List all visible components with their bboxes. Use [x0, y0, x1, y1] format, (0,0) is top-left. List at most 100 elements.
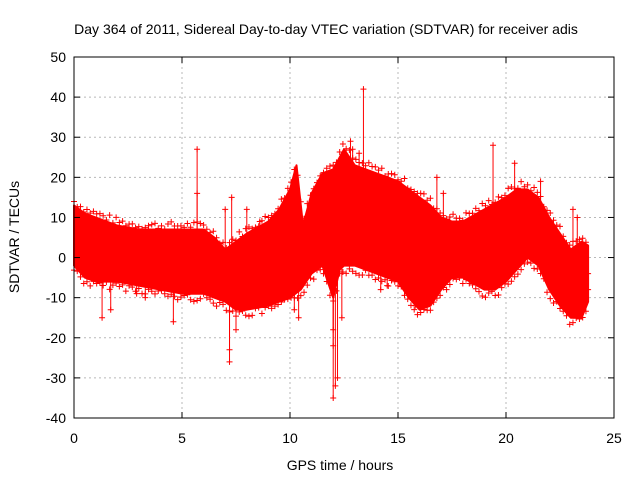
data-point [177, 222, 184, 229]
data-point [521, 260, 528, 267]
data-point [459, 217, 466, 224]
data-point [553, 298, 560, 305]
data-point [106, 286, 113, 293]
data-point [284, 185, 291, 192]
data-point [268, 212, 275, 219]
data-point [301, 289, 308, 296]
data-point [550, 217, 557, 224]
outlier-point [194, 146, 201, 153]
y-tick-label: 10 [50, 209, 66, 225]
data-point [314, 179, 320, 186]
y-tick-label: 50 [50, 49, 66, 65]
data-point [476, 207, 482, 214]
data-point [223, 307, 230, 314]
data-point [142, 224, 149, 231]
data-point [557, 305, 563, 312]
data-series [71, 140, 590, 328]
data-point [190, 219, 197, 226]
data-point [113, 214, 120, 221]
data-point [297, 198, 304, 205]
data-point [139, 225, 146, 232]
data-point [87, 282, 94, 289]
data-point [453, 276, 460, 283]
data-point [301, 215, 308, 222]
data-point [307, 275, 314, 282]
outlier-point [107, 306, 114, 313]
data-point [122, 288, 129, 295]
data-point [262, 213, 269, 220]
outlier-points [99, 86, 592, 401]
data-point [255, 304, 262, 311]
data-point [482, 202, 489, 209]
data-point [424, 197, 431, 204]
data-point [508, 278, 515, 285]
data-point [239, 233, 246, 240]
x-tick-label: 20 [498, 430, 514, 446]
data-point [252, 305, 259, 312]
data-point [326, 163, 333, 170]
outlier-point [194, 190, 201, 197]
data-point [479, 200, 486, 207]
outlier-point [585, 286, 592, 293]
data-point [148, 221, 155, 228]
outlier-point [334, 374, 341, 381]
data-point [378, 165, 385, 172]
data-point [275, 301, 282, 308]
data-point [372, 276, 379, 283]
data-point [378, 278, 385, 285]
data-point [323, 165, 330, 172]
data-point [466, 280, 473, 287]
data-point [281, 195, 288, 202]
data-point [547, 295, 554, 302]
data-point [511, 273, 518, 280]
data-point [152, 220, 158, 227]
data-point [271, 303, 278, 310]
data-point [113, 280, 120, 287]
data-point [181, 224, 188, 231]
x-tick-label: 5 [178, 430, 186, 446]
data-point [77, 203, 84, 210]
data-point [333, 159, 340, 166]
data-point [582, 308, 589, 315]
outlier-point [243, 206, 250, 213]
data-point [317, 172, 324, 179]
data-point [582, 239, 589, 246]
data-point [271, 210, 278, 217]
outlier-point [226, 358, 233, 365]
data-point [229, 308, 236, 315]
data-point [398, 283, 405, 290]
data-point [161, 290, 168, 297]
data-point [145, 222, 152, 229]
data-point [265, 303, 272, 310]
data-point [343, 270, 350, 277]
data-point [456, 274, 463, 281]
data-point [213, 303, 220, 310]
y-tick-label: -30 [46, 370, 66, 386]
data-point [369, 272, 376, 279]
data-point [401, 292, 408, 299]
data-point [391, 278, 398, 285]
data-point [200, 222, 207, 229]
outlier-point [99, 314, 106, 321]
data-point [203, 294, 210, 301]
data-point [148, 288, 155, 295]
data-point [158, 222, 165, 229]
data-point [304, 282, 311, 289]
data-point [339, 140, 346, 147]
data-point [505, 185, 512, 192]
data-point [407, 186, 414, 193]
data-point [443, 215, 450, 222]
outlier-point [222, 206, 229, 213]
data-point [265, 214, 272, 221]
data-point [245, 313, 252, 320]
data-point [164, 221, 171, 228]
data-point [534, 266, 541, 273]
data-point [544, 207, 551, 214]
data-point [343, 145, 350, 152]
data-point [404, 296, 411, 303]
data-point [200, 290, 207, 297]
outlier-point [330, 342, 337, 349]
data-point [469, 210, 476, 217]
data-point [524, 259, 531, 266]
